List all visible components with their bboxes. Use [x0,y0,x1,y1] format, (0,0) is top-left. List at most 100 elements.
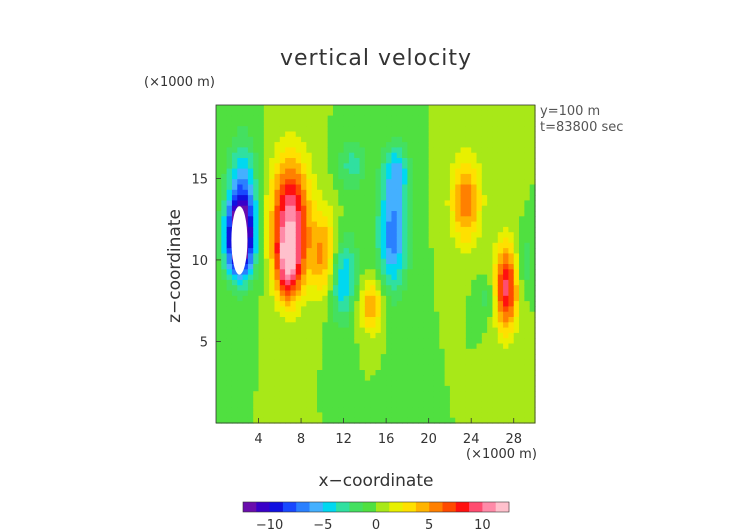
field-cell [301,295,307,302]
field-cell [301,115,307,122]
field-cell [487,269,494,276]
field-cell [455,343,462,350]
field-cell [216,152,222,159]
field-cell [311,327,318,334]
field-cell [503,274,510,281]
field-cell [503,253,510,260]
field-cell [295,385,302,392]
field-cell [290,322,297,329]
field-cell [391,401,398,408]
field-cell [311,391,318,398]
field-cell [295,364,302,371]
field-cell [471,385,478,392]
field-cell [226,417,233,424]
field-cell [253,253,260,260]
field-cell [433,152,440,159]
field-cell [508,189,515,196]
field-cell [497,173,504,180]
field-cell [258,332,265,339]
field-cell [370,205,377,212]
field-cell [423,216,430,223]
field-cell [301,343,307,350]
field-cell [231,317,238,323]
field-cell [396,264,403,270]
field-cell [216,417,222,424]
field-cell [247,211,254,217]
field-cell [375,110,382,117]
field-cell [428,216,435,223]
field-cell [402,380,408,387]
field-cell [216,115,222,122]
field-cell [455,131,462,138]
field-cell [290,115,297,122]
field-cell [327,237,334,244]
colorbar-swatch [296,502,310,512]
field-cell [481,205,488,212]
field-cell [359,269,366,276]
field-cell [418,168,424,175]
field-cell [375,317,382,323]
field-cell [449,269,456,276]
field-cell [481,200,488,207]
field-cell [216,120,222,127]
field-cell [285,354,292,360]
field-cell [471,147,478,154]
field-cell [444,216,451,223]
field-cell [402,216,408,223]
field-cell [258,380,265,387]
field-cell [332,264,339,270]
field-cell [460,401,467,408]
field-cell [433,179,440,186]
field-cell [242,290,249,297]
field-cell [449,237,456,244]
field-cell [423,179,430,186]
field-cell [338,375,345,382]
field-cell [529,173,536,180]
field-cell [423,131,430,138]
field-cell [258,184,265,191]
field-cell [364,317,371,323]
field-cell [497,152,504,159]
field-cell [524,301,531,307]
field-cell [242,264,249,270]
field-cell [354,391,361,398]
field-cell [380,306,387,313]
field-cell [279,168,286,175]
field-cell [221,216,228,223]
field-cell [370,311,377,318]
field-cell [423,237,430,244]
field-cell [370,147,377,154]
field-cell [253,211,260,217]
field-cell [359,105,366,111]
field-cell [439,396,446,403]
field-cell [402,115,408,122]
field-cell [216,412,222,419]
field-cell [263,311,270,318]
field-cell [226,327,233,334]
field-cell [370,401,377,408]
field-cell [508,306,515,313]
field-cell [402,226,408,233]
field-cell [391,306,398,313]
field-cell [407,385,414,392]
field-cell [311,354,318,360]
field-cell [301,226,307,233]
field-cell [391,115,398,122]
field-cell [519,120,525,127]
field-cell [423,359,430,366]
field-cell [391,221,398,228]
field-cell [311,364,318,371]
field-cell [348,354,355,360]
field-cell [338,205,345,212]
field-cell [364,242,371,249]
field-cell [449,158,456,164]
field-cell [370,412,377,419]
field-cell [253,322,260,329]
field-cell [332,354,339,360]
field-cell [503,115,510,122]
field-cell [492,221,499,228]
field-cell [274,211,281,217]
field-cell [343,343,350,350]
field-cell [295,200,302,207]
field-cell [455,375,462,382]
